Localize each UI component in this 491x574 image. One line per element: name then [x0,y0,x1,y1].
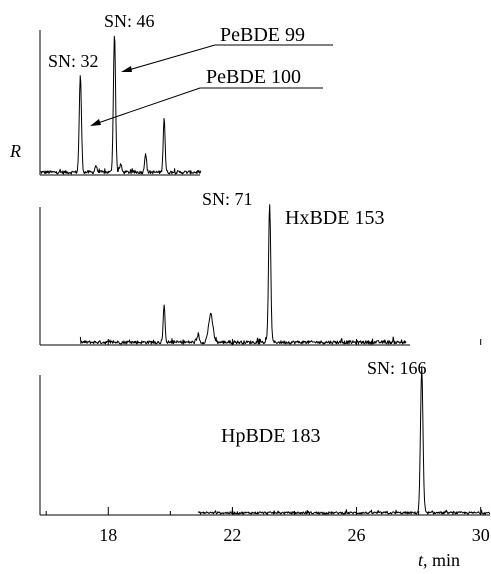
x-axis-label-unit: , min [423,550,460,570]
compound-label-hxbde-153: HxBDE 153 [285,207,384,229]
pebde-100-arrow [94,87,201,125]
compound-label-pebde-99: PeBDE 99 [220,24,305,46]
pebde-99-arrowhead [121,66,132,72]
panel-pebde-trace [39,35,202,175]
compound-label-pebde-100: PeBDE 100 [206,66,301,88]
y-axis-label: R [9,141,21,161]
panel-hpbde: SN: 166 HpBDE 183 [39,358,491,516]
panel-hxbde-trace [79,204,407,345]
x-tick-label-26: 26 [348,525,366,545]
x-tick-label-18: 18 [99,525,117,545]
panel-hpbde-trace [197,366,491,515]
x-tick-label-22: 22 [223,525,241,545]
pebde-99-arrow [124,44,216,72]
panel-pebde: SN: 46 SN: 32 PeBDE 99 PeBDE 100 R [9,11,333,176]
compound-label-hpbde-183: HpBDE 183 [221,425,320,447]
x-tick-label-30: 30 [472,525,490,545]
peak-label-sn-46: SN: 46 [104,11,155,31]
x-axis-ticks: 18 22 26 30 [45,339,490,545]
panel-hxbde: SN: 71 HxBDE 153 [39,189,410,346]
peak-label-sn-166: SN: 166 [367,358,427,378]
x-axis-label: t, min [418,550,460,570]
pebde-100-arrowhead [90,119,101,126]
peak-label-sn-71: SN: 71 [202,189,253,209]
peak-label-sn-32: SN: 32 [48,51,99,71]
x-axis-label-symbol: t [418,550,424,570]
